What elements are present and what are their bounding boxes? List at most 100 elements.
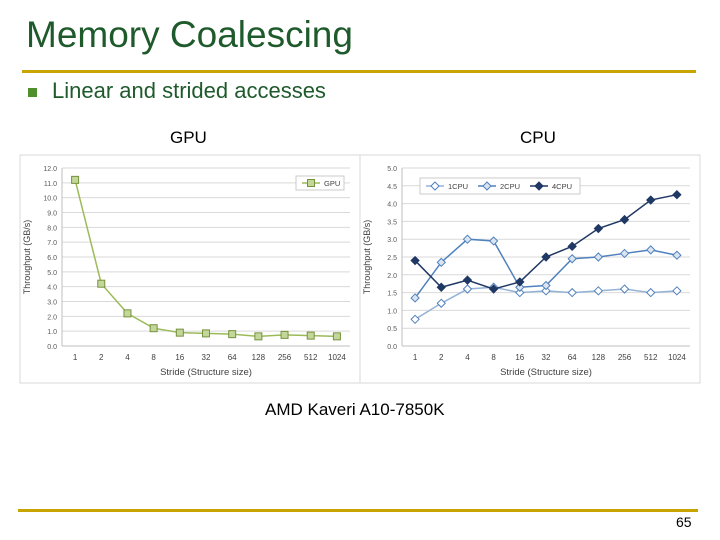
cpu-point [593,223,604,234]
gpu-y-tick-label: 6.0 [47,255,57,262]
cpu-chart-label: CPU [520,128,556,147]
gpu-point [202,329,210,338]
gpu-frame [19,154,361,384]
cpu-point [619,214,630,225]
cpu-point [462,284,473,294]
cpu-point [672,250,682,260]
gpu-point [306,331,315,340]
cpu-point [515,282,525,292]
gpu-chart: 0.01.02.03.04.05.06.07.08.09.010.011.012… [19,154,361,384]
cpu-y-tick-label: 3.5 [387,219,397,226]
gpu-y-tick-label: 4.0 [47,285,57,292]
cpu-x-tick-label: 4 [465,353,470,362]
cpu-y-tick-label: 1.5 [387,291,397,298]
cpu-point [567,254,577,264]
cpu-point [567,241,577,252]
cpu-x-axis-label: Stride (Structure size) [500,367,592,378]
gpu-x-tick-label: 128 [252,353,266,362]
cpu-y-tick-label: 0.0 [387,344,397,351]
gpu-legend-marker [307,179,315,187]
gpu-y-tick-label: 1.0 [47,329,57,336]
gpu-y-tick-label: 0.0 [47,344,57,351]
footer-divider [18,509,698,512]
gpu-y-tick-label: 11.0 [44,181,57,188]
cpu-point [410,314,420,325]
gpu-point [149,324,158,333]
gpu-x-tick-label: 64 [228,353,237,362]
gpu-x-tick-label: 1024 [328,353,346,362]
cpu-x-tick-label: 32 [542,353,551,362]
cpu-legend-label: 2CPU [500,182,520,191]
gpu-x-tick-label: 16 [175,353,184,362]
gpu-point [254,332,263,341]
gpu-point [228,330,237,339]
gpu-y-tick-label: 10.0 [43,196,57,203]
gpu-y-axis-label: Throughput (GB/s) [22,220,32,295]
cpu-legend [419,177,581,195]
gpu-x-tick-label: 32 [202,353,211,362]
cpu-point [462,234,473,244]
cpu-y-tick-label: 3.0 [387,237,397,244]
cpu-y-tick-label: 5.0 [387,166,397,173]
cpu-x-tick-label: 8 [491,353,496,362]
gpu-point [123,309,132,318]
cpu-legend-marker [430,181,440,191]
cpu-point [567,287,577,298]
cpu-point [541,286,551,296]
chart-caption: AMD Kaveri A10-7850K [265,400,445,419]
cpu-x-tick-label: 128 [592,353,606,362]
cpu-x-tick-label: 1024 [668,353,686,362]
cpu-y-tick-label: 4.5 [387,184,397,191]
gpu-x-tick-label: 256 [278,353,292,362]
page-number: 65 [676,514,692,530]
cpu-point [541,252,551,262]
cpu-point [410,293,420,303]
cpu-point [672,189,682,200]
gpu-point [332,332,341,341]
cpu-y-tick-label: 0.5 [387,326,397,333]
cpu-point [619,284,630,294]
gpu-y-tick-label: 3.0 [47,300,57,307]
gpu-point [71,175,80,184]
cpu-point [436,282,446,292]
gpu-y-tick-label: 8.0 [47,225,57,232]
gpu-x-tick-label: 2 [99,353,104,362]
cpu-x-tick-label: 512 [644,353,658,362]
cpu-y-axis-label: Throughput (GB/s) [362,220,372,295]
cpu-point [646,245,656,255]
cpu-y-tick-label: 2.0 [387,273,397,280]
slide-title: Memory Coalescing [26,14,353,55]
bullet-square-icon [28,88,37,97]
cpu-point [515,287,525,298]
cpu-x-tick-label: 2 [439,353,444,362]
gpu-x-tick-label: 512 [304,353,318,362]
cpu-y-tick-label: 4.0 [387,202,397,209]
cpu-y-tick-label: 1.0 [387,308,397,315]
gpu-point [280,330,289,339]
cpu-legend-marker [482,181,492,191]
gpu-y-tick-label: 2.0 [47,314,57,321]
gpu-y-tick-label: 12.0 [43,166,57,173]
cpu-point [462,275,473,285]
gpu-y-tick-label: 9.0 [47,211,57,218]
cpu-point [488,284,499,294]
gpu-x-tick-label: 1 [73,353,78,362]
cpu-point [541,280,551,291]
gpu-point [175,328,184,337]
cpu-point [646,195,656,205]
gpu-x-tick-label: 8 [151,353,156,362]
cpu-point [593,252,604,262]
gpu-y-tick-label: 5.0 [47,270,57,277]
gpu-point [97,279,106,288]
cpu-point [619,248,630,259]
cpu-point [515,277,525,287]
cpu-point [410,255,420,266]
cpu-x-tick-label: 16 [515,353,524,362]
cpu-point [436,298,446,308]
cpu-x-tick-label: 256 [618,353,632,362]
cpu-point [593,286,604,296]
cpu-y-tick-label: 2.5 [387,255,397,262]
cpu-point [436,257,446,268]
gpu-x-tick-label: 4 [125,353,130,362]
